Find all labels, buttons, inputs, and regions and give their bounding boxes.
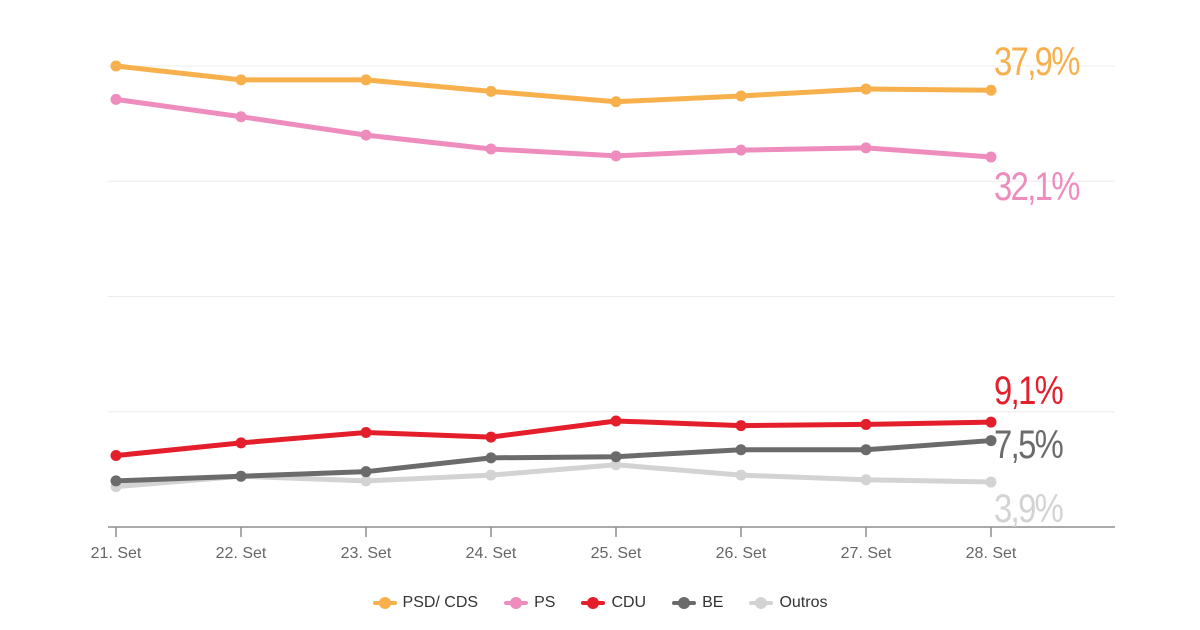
data-point[interactable] <box>985 151 997 163</box>
legend-marker-icon <box>749 597 774 609</box>
legend-item-cdu[interactable]: CDU <box>581 594 646 612</box>
data-point[interactable] <box>485 85 497 97</box>
data-point[interactable] <box>110 93 122 105</box>
data-point[interactable] <box>485 469 497 481</box>
data-point[interactable] <box>360 475 372 487</box>
grid <box>108 65 1115 413</box>
legend-label: BE <box>702 594 724 611</box>
data-point[interactable] <box>735 144 747 156</box>
series-psd-cds <box>110 60 997 108</box>
data-point[interactable] <box>110 450 122 462</box>
data-point[interactable] <box>235 437 247 449</box>
x-tick-label: 22. Set <box>216 545 267 562</box>
data-point[interactable] <box>985 476 997 488</box>
data-point[interactable] <box>360 466 372 478</box>
data-point[interactable] <box>235 111 247 123</box>
series-cdu <box>110 415 997 462</box>
data-point[interactable] <box>360 426 372 438</box>
data-point[interactable] <box>235 470 247 482</box>
data-point[interactable] <box>735 420 747 432</box>
legend-marker-icon <box>372 597 397 609</box>
legend-item-ps[interactable]: PS <box>504 594 555 612</box>
legend-item-psd-cds[interactable]: PSD/ CDS <box>372 594 479 612</box>
legend-marker-icon <box>672 597 697 609</box>
data-point[interactable] <box>985 416 997 428</box>
series-line <box>113 438 994 484</box>
data-point[interactable] <box>485 143 497 155</box>
x-axis: 21. Set 22. Set 23. Set 24. Set 25. Set 26. S… <box>91 526 1115 562</box>
end-label-cdu: 9,1% <box>994 368 1063 413</box>
data-point[interactable] <box>485 431 497 443</box>
data-point[interactable] <box>735 444 747 456</box>
legend-label: PSD/ CDS <box>402 594 479 611</box>
end-label-ps: 32,1% <box>994 164 1080 209</box>
x-tick-label: 28. Set <box>966 545 1017 562</box>
legend: PSD/ CDS PS CDU BE Outros <box>0 594 1200 612</box>
data-point[interactable] <box>110 475 122 487</box>
x-tick-label: 23. Set <box>341 545 392 562</box>
end-labels: 37,9% 32,1% 9,1% 7,5% 3,9% <box>994 39 1082 531</box>
legend-marker-icon <box>581 597 606 609</box>
data-point[interactable] <box>360 129 372 141</box>
data-point[interactable] <box>485 452 497 464</box>
series-line <box>113 63 994 105</box>
data-point[interactable] <box>735 90 747 102</box>
data-point[interactable] <box>860 474 872 486</box>
data-point[interactable] <box>860 418 872 430</box>
x-tick-label: 25. Set <box>591 545 642 562</box>
legend-marker-dot <box>378 597 391 609</box>
data-point[interactable] <box>860 444 872 456</box>
data-point[interactable] <box>235 74 247 86</box>
data-point[interactable] <box>610 96 622 108</box>
legend-label: Outros <box>779 594 828 611</box>
series-line <box>113 96 994 160</box>
end-label-be: 7,5% <box>994 422 1063 467</box>
legend-marker-dot <box>678 597 691 609</box>
data-point[interactable] <box>360 74 372 86</box>
data-point[interactable] <box>610 415 622 427</box>
legend-marker-icon <box>504 597 529 609</box>
data-point[interactable] <box>610 150 622 162</box>
x-tick-label: 24. Set <box>466 545 517 562</box>
x-tick-label: 27. Set <box>841 545 892 562</box>
series-be <box>110 435 997 487</box>
data-point[interactable] <box>735 469 747 481</box>
legend-item-be[interactable]: BE <box>672 594 723 612</box>
legend-label: CDU <box>611 594 647 611</box>
legend-marker-dot <box>755 597 768 609</box>
data-point[interactable] <box>860 142 872 154</box>
end-label-outros: 3,9% <box>994 486 1063 531</box>
series-line <box>113 418 994 459</box>
x-tick-label: 26. Set <box>716 545 767 562</box>
data-point[interactable] <box>110 60 122 72</box>
data-point[interactable] <box>985 84 997 96</box>
end-label-psd-cds: 37,9% <box>994 39 1080 84</box>
x-tick-label: 21. Set <box>91 545 142 562</box>
legend-marker-dot <box>510 597 523 609</box>
data-point[interactable] <box>610 451 622 463</box>
legend-marker-dot <box>587 597 600 609</box>
data-point[interactable] <box>985 435 997 447</box>
legend-label: PS <box>534 594 556 611</box>
data-point[interactable] <box>860 83 872 95</box>
data-point[interactable] <box>610 459 622 471</box>
legend-item-outros[interactable]: Outros <box>749 594 827 612</box>
series-layer <box>110 60 997 493</box>
series-ps <box>110 93 997 163</box>
